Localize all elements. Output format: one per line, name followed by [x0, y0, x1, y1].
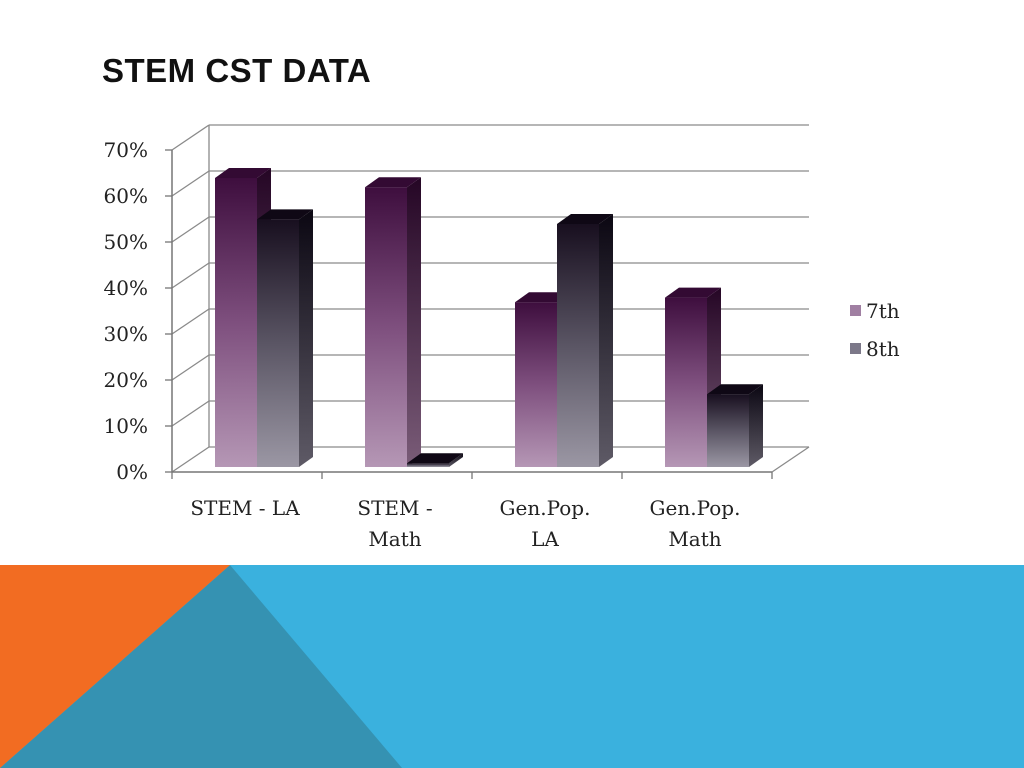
y-tick-label: 50%	[104, 230, 148, 254]
legend-label-7th: 7th	[866, 299, 900, 323]
bar-top	[215, 168, 271, 178]
bar-side	[599, 214, 613, 467]
gridline-side	[171, 354, 210, 381]
x-tick-label-line: LA	[531, 527, 559, 551]
chart-bars	[215, 168, 763, 467]
gridline-side	[171, 262, 210, 289]
bar-top	[557, 214, 613, 224]
bar-chart: 0% 10% 20% 30% 40% 50% 60% 70% STEM - LA STEM - Ma…	[104, 124, 900, 551]
bar-front	[407, 463, 449, 467]
x-tick-label-line: Math	[668, 527, 721, 551]
footer-decoration	[0, 565, 1024, 768]
gridline-side	[171, 446, 210, 473]
legend-swatch-8th	[850, 343, 861, 354]
x-tick-label-line: Gen.Pop.	[500, 496, 591, 520]
gridline-side	[171, 170, 210, 197]
bar-top	[365, 177, 421, 188]
x-tick-label-line: STEM - LA	[190, 496, 300, 520]
y-tick-label: 30%	[104, 322, 148, 346]
bar-side	[299, 209, 313, 467]
bar-8th-0	[257, 209, 313, 467]
y-tick-label: 40%	[104, 276, 148, 300]
bar-top	[665, 287, 721, 298]
x-tick-label-line: Math	[368, 527, 421, 551]
gridline-side	[171, 124, 210, 151]
legend-swatch-7th	[850, 305, 861, 316]
bar-front	[257, 219, 299, 467]
x-tick-label-line: Gen.Pop.	[650, 496, 741, 520]
bar-top	[707, 384, 763, 395]
bar-8th-1	[407, 453, 463, 467]
y-tick-label: 10%	[104, 414, 148, 438]
bar-side	[407, 177, 421, 467]
gridline-side	[171, 400, 210, 427]
bar-front	[665, 297, 707, 467]
bar-front	[365, 187, 407, 467]
chart-labels: 0% 10% 20% 30% 40% 50% 60% 70% STEM - LA STEM - Ma…	[104, 138, 741, 551]
bar-front	[707, 394, 749, 467]
footer-teal-triangle	[0, 565, 402, 768]
floor-edge	[771, 446, 810, 473]
gridline-side	[171, 308, 210, 335]
bar-front	[557, 224, 599, 467]
y-tick-label: 20%	[104, 368, 148, 392]
bar-front	[215, 178, 257, 467]
bar-8th-3	[707, 384, 763, 467]
bar-top	[257, 209, 313, 220]
y-tick-label: 0%	[116, 460, 148, 484]
x-tick-label: STEM - Math	[357, 496, 432, 551]
x-tick-label: STEM - LA	[190, 496, 300, 520]
footer-orange-triangle	[0, 565, 230, 768]
slide-title: STEM CST DATA	[102, 52, 372, 89]
bar-7th-1	[365, 177, 421, 467]
bar-8th-2	[557, 214, 613, 467]
bar-side	[749, 384, 763, 467]
bar-top	[407, 453, 463, 464]
legend-label-8th: 8th	[866, 337, 900, 361]
y-tick-label: 70%	[104, 138, 148, 162]
bar-side	[449, 453, 463, 467]
chart-legend: 7th 8th	[850, 299, 900, 361]
x-tick-label: Gen.Pop. LA	[500, 496, 591, 551]
gridline-side	[171, 216, 210, 243]
x-tick-label: Gen.Pop. Math	[650, 496, 741, 551]
x-tick-label-line: STEM -	[357, 496, 432, 520]
y-tick-label: 60%	[104, 184, 148, 208]
bar-front	[515, 302, 557, 467]
